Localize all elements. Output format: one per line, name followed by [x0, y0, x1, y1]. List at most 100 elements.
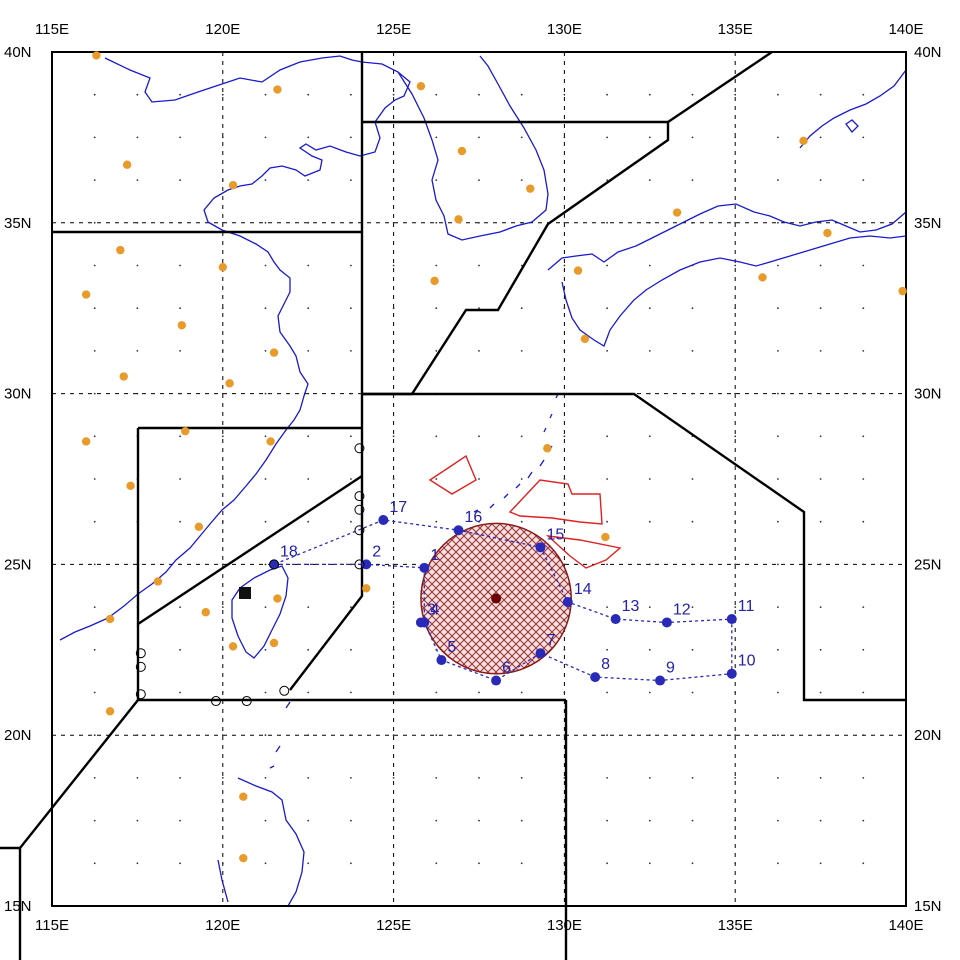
- grid-dot: [734, 307, 737, 310]
- grid-dot: [691, 520, 694, 523]
- grid-dot: [777, 819, 779, 822]
- grid-dot: [478, 819, 480, 822]
- grid-dot: [350, 606, 352, 608]
- boundary-marker: [135, 689, 146, 700]
- grid-dot: [606, 435, 608, 438]
- grid-dot: [350, 435, 352, 438]
- grid-dot: [563, 93, 566, 96]
- grid-dot: [179, 179, 182, 182]
- track-point-label: 6: [502, 660, 511, 677]
- lat-label-right: 40N: [914, 44, 942, 61]
- grid-dot: [264, 93, 267, 96]
- grid-dot: [734, 435, 737, 438]
- grid-dot: [563, 350, 566, 352]
- grid-dot: [734, 392, 737, 395]
- lat-label-left: 35N: [4, 215, 32, 232]
- grid-dot: [392, 350, 395, 352]
- grid-dot: [435, 435, 438, 438]
- grid-dot: [179, 520, 182, 523]
- grid-dot: [819, 179, 822, 182]
- grid-dot: [350, 648, 352, 651]
- grid-dot: [264, 777, 267, 779]
- grid-dot: [93, 520, 96, 523]
- grid-dot: [221, 435, 224, 438]
- grid-dot: [93, 221, 96, 224]
- grid-dot: [478, 221, 480, 224]
- station-dot: [273, 85, 282, 94]
- boundary-marker: [135, 661, 146, 672]
- grid-dot: [478, 179, 480, 182]
- grid-dot: [93, 179, 96, 182]
- grid-dot: [392, 478, 395, 480]
- grid-dot: [734, 264, 737, 267]
- grid-dot: [691, 179, 694, 182]
- grid-dot: [392, 734, 395, 737]
- boundary-marker: [354, 443, 365, 454]
- lon-label-top: 140E: [888, 21, 923, 38]
- japan-north: [799, 69, 907, 149]
- grid-dot: [93, 691, 96, 694]
- grid-dot: [136, 392, 139, 395]
- grid-dot: [819, 734, 822, 737]
- grid-dot: [777, 435, 779, 438]
- grid-dot: [819, 435, 822, 438]
- grid-dot: [350, 862, 352, 865]
- grid-dot: [606, 606, 608, 608]
- station-dot: [181, 426, 190, 436]
- grid-dot: [734, 606, 737, 608]
- grid-dot: [221, 734, 224, 737]
- grid-dot: [648, 520, 651, 523]
- grid-dot: [734, 221, 737, 224]
- grid-dot: [392, 777, 395, 779]
- grid-dot: [819, 478, 822, 480]
- grid-dot: [93, 777, 96, 779]
- grid-dot: [734, 777, 737, 779]
- station-dot: [672, 208, 682, 217]
- ryukyu-islands: [473, 393, 559, 513]
- lat-label-left: 20N: [4, 727, 32, 744]
- track-point: [453, 525, 464, 536]
- grid-dot: [179, 819, 182, 822]
- station-dot: [457, 146, 467, 156]
- grid-dot: [691, 648, 694, 651]
- grid-dot: [350, 392, 352, 395]
- track-point: [655, 675, 666, 686]
- grid-dot: [264, 435, 267, 438]
- grid-dot: [862, 221, 865, 224]
- lon-label-bottom: 140E: [888, 917, 923, 934]
- weather-stations: [81, 51, 907, 863]
- grid-dot: [606, 691, 608, 694]
- grid-dot: [136, 93, 139, 96]
- grid-dot: [93, 93, 96, 96]
- track-point: [590, 672, 601, 683]
- grid-dot: [691, 221, 694, 224]
- grid-dot: [307, 819, 310, 822]
- lon-label-top: 120E: [205, 21, 240, 38]
- track-point-label: 18: [280, 543, 298, 560]
- lon-label-top: 130E: [547, 21, 582, 38]
- grid-dot: [350, 93, 352, 96]
- grid-dot: [350, 350, 352, 352]
- lat-label-right: 30N: [914, 386, 942, 403]
- grid-dot: [264, 392, 267, 395]
- station-dot: [823, 228, 832, 238]
- korea-coast: [397, 55, 549, 241]
- grid-dot: [734, 350, 737, 352]
- grid-dot: [777, 392, 779, 395]
- grid-dot: [648, 136, 651, 139]
- lat-label-left: 30N: [4, 386, 32, 403]
- grid-dot: [93, 606, 96, 608]
- grid-dot: [136, 350, 139, 352]
- station-dot: [228, 181, 238, 190]
- grid-dot: [93, 819, 96, 822]
- grid-dot: [307, 648, 310, 651]
- grid-dot: [136, 819, 139, 822]
- grid-dot: [179, 606, 182, 608]
- station-dot: [269, 638, 279, 648]
- grid-dot: [179, 862, 182, 865]
- china-coast-north: [59, 55, 411, 641]
- grid-dot: [606, 478, 608, 480]
- station-dot: [218, 263, 227, 272]
- grid-dot: [307, 221, 310, 224]
